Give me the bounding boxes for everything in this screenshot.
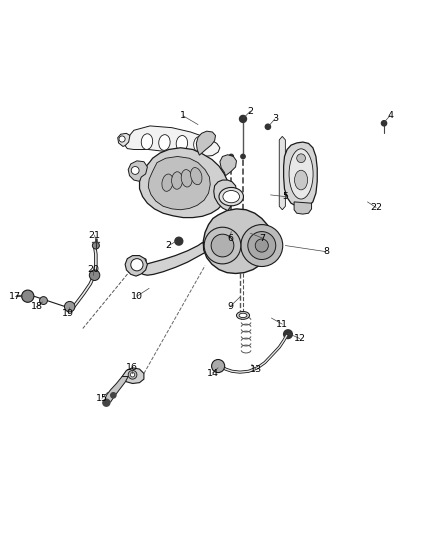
Ellipse shape [239,313,247,318]
Circle shape [255,239,268,252]
Text: 17: 17 [9,292,21,301]
Text: 10: 10 [131,292,143,301]
Text: 20: 20 [87,264,99,273]
Text: 2: 2 [247,107,254,116]
Text: 9: 9 [227,302,233,311]
Text: 12: 12 [294,334,306,343]
Ellipse shape [219,188,244,206]
Text: 4: 4 [387,111,393,120]
Ellipse shape [172,172,183,189]
Circle shape [119,136,125,142]
Ellipse shape [223,190,240,203]
Text: 21: 21 [88,231,101,239]
Text: 3: 3 [272,115,278,124]
Polygon shape [279,136,286,210]
Circle shape [103,399,110,406]
Circle shape [131,373,135,377]
Circle shape [143,259,146,262]
Text: 22: 22 [370,203,382,212]
Polygon shape [125,126,220,157]
Polygon shape [140,148,229,217]
Circle shape [284,330,292,338]
Circle shape [39,297,47,304]
Circle shape [248,231,276,260]
Circle shape [175,237,183,245]
Ellipse shape [237,311,250,319]
Polygon shape [128,161,148,181]
Text: 16: 16 [126,364,138,372]
Circle shape [215,363,221,369]
Circle shape [212,359,225,373]
Circle shape [265,124,271,130]
Polygon shape [196,131,215,155]
Polygon shape [141,243,205,275]
Circle shape [131,259,143,271]
Circle shape [241,224,283,266]
Text: 5: 5 [283,192,288,201]
Polygon shape [203,209,272,273]
Ellipse shape [194,136,205,152]
Circle shape [42,299,45,302]
Circle shape [21,290,34,302]
Polygon shape [118,133,130,147]
Ellipse shape [181,169,192,187]
Text: 8: 8 [323,247,329,256]
Text: 18: 18 [31,302,42,311]
Text: 19: 19 [62,309,74,318]
Circle shape [64,302,75,312]
Text: 11: 11 [276,320,288,329]
Polygon shape [294,202,311,214]
Polygon shape [284,142,317,207]
Ellipse shape [176,135,187,151]
Text: 14: 14 [206,368,219,377]
Circle shape [226,159,232,166]
Circle shape [229,154,233,159]
Circle shape [211,234,234,257]
Circle shape [127,259,131,262]
Text: 6: 6 [227,233,233,243]
Polygon shape [125,256,148,276]
Polygon shape [148,157,210,210]
Circle shape [131,166,139,174]
Text: 1: 1 [180,111,186,120]
Ellipse shape [294,170,307,190]
Text: 7: 7 [260,233,266,243]
Ellipse shape [159,135,170,150]
Circle shape [67,304,72,309]
Ellipse shape [289,149,313,199]
Polygon shape [105,376,128,403]
Ellipse shape [162,174,173,191]
Text: 15: 15 [96,394,108,403]
Circle shape [25,293,31,299]
Polygon shape [220,155,237,176]
Circle shape [204,227,241,264]
Circle shape [241,154,245,159]
Ellipse shape [297,154,305,163]
Text: 2: 2 [166,241,172,250]
Circle shape [111,393,116,398]
Circle shape [92,242,99,249]
Circle shape [89,270,100,280]
Circle shape [128,370,137,379]
Text: 13: 13 [250,365,262,374]
Circle shape [240,116,247,123]
Polygon shape [214,180,237,211]
Circle shape [381,120,387,126]
Circle shape [135,272,139,275]
Ellipse shape [141,134,153,149]
Circle shape [92,273,97,277]
Polygon shape [122,368,144,384]
Ellipse shape [191,167,202,185]
